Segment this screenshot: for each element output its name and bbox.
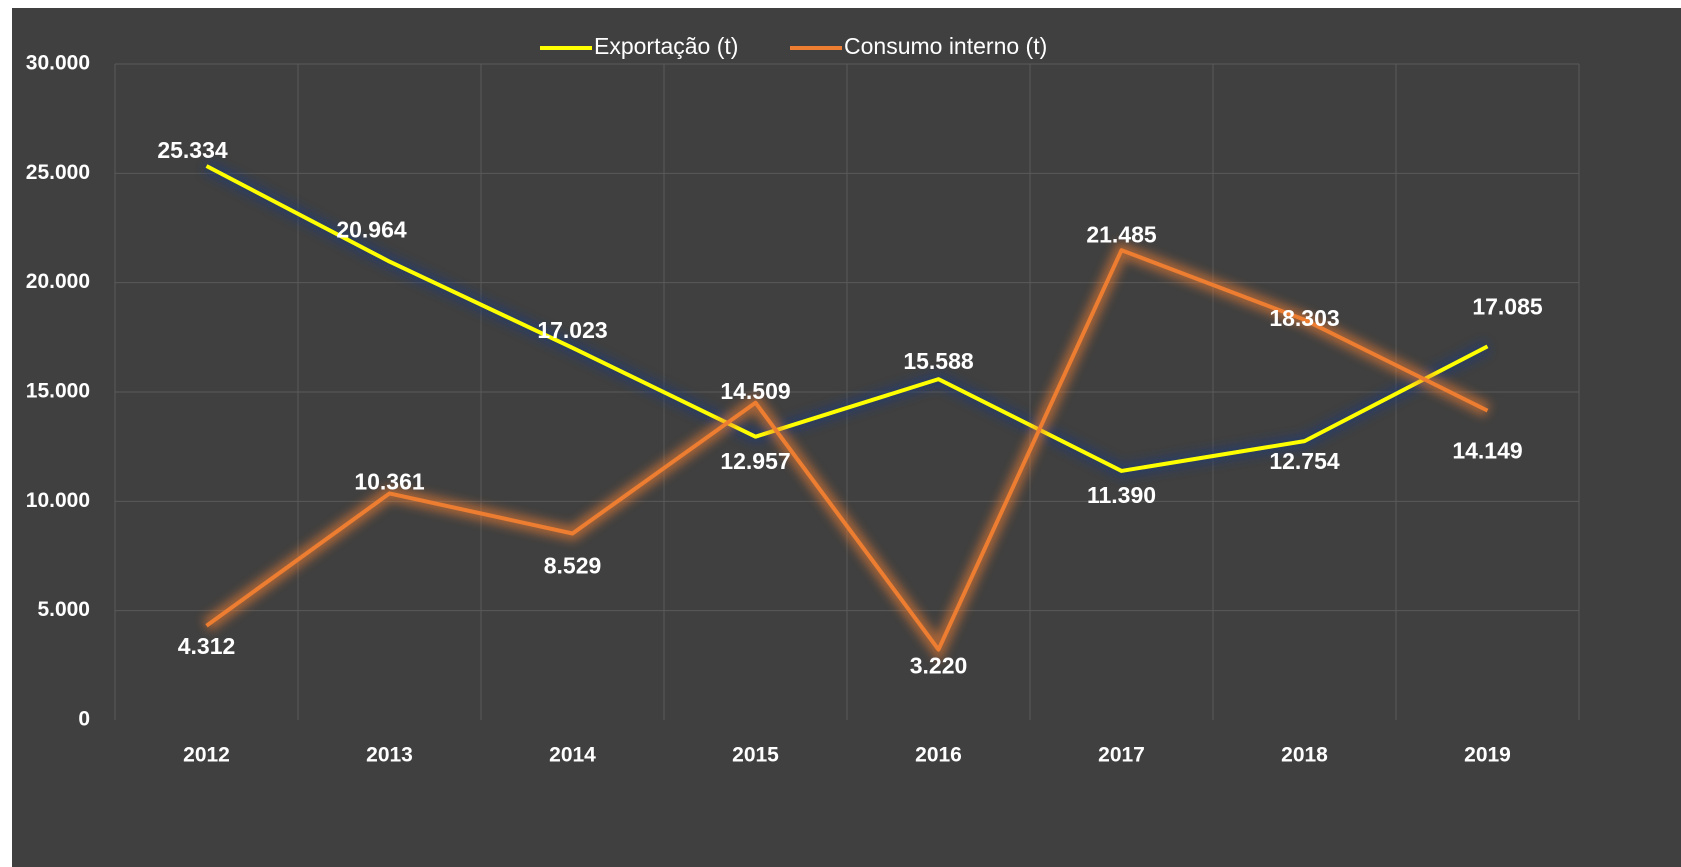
y-tick-label: 5.000	[37, 598, 90, 621]
data-label: 14.509	[720, 378, 790, 404]
x-tick-label: 2018	[1281, 744, 1328, 767]
data-label: 25.334	[157, 137, 228, 163]
x-tick-label: 2017	[1098, 744, 1145, 767]
y-tick-label: 30.000	[26, 52, 90, 75]
y-tick-label: 0	[78, 708, 90, 731]
data-label: 8.529	[544, 553, 602, 579]
legend-label: Consumo interno (t)	[844, 33, 1047, 59]
data-label: 17.085	[1472, 293, 1543, 319]
data-label: 12.754	[1269, 448, 1340, 474]
legend-label: Exportação (t)	[594, 33, 738, 59]
x-tick-label: 2012	[183, 744, 230, 767]
data-label: 3.220	[910, 653, 968, 679]
y-tick-label: 20.000	[26, 270, 90, 293]
y-tick-label: 15.000	[26, 380, 90, 403]
data-label: 15.588	[903, 348, 974, 374]
data-label: 4.312	[178, 633, 236, 659]
y-tick-label: 10.000	[26, 489, 90, 512]
data-label: 17.023	[537, 317, 607, 343]
series-line	[205, 248, 1489, 652]
data-label: 14.149	[1452, 438, 1522, 464]
y-tick-label: 25.000	[26, 161, 90, 184]
data-label: 20.964	[336, 217, 407, 243]
series-line	[205, 164, 1489, 473]
data-label: 21.485	[1086, 221, 1157, 247]
data-label: 18.303	[1269, 305, 1339, 331]
x-tick-label: 2015	[732, 744, 779, 767]
x-tick-label: 2014	[549, 744, 596, 767]
x-tick-label: 2016	[915, 744, 962, 767]
data-label: 12.957	[720, 448, 790, 474]
x-tick-label: 2019	[1464, 744, 1511, 767]
data-label: 11.390	[1087, 482, 1156, 508]
x-tick-label: 2013	[366, 744, 413, 767]
data-label: 10.361	[354, 469, 425, 495]
